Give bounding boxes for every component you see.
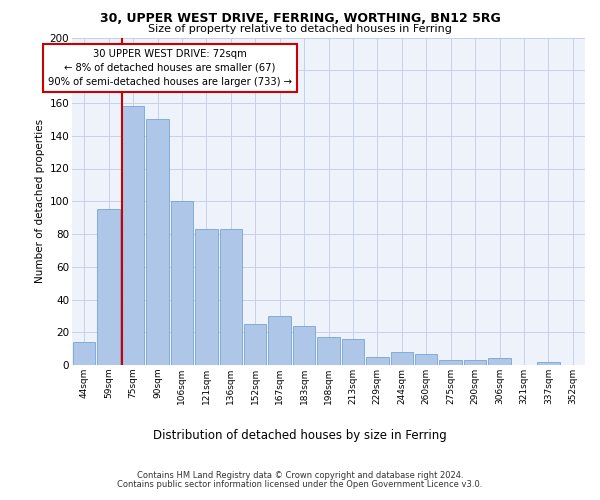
Bar bbox=[170, 201, 193, 365]
Bar bbox=[220, 229, 242, 365]
Bar bbox=[293, 326, 316, 365]
Bar bbox=[439, 360, 462, 365]
Y-axis label: Number of detached properties: Number of detached properties bbox=[35, 119, 46, 284]
Text: Size of property relative to detached houses in Ferring: Size of property relative to detached ho… bbox=[148, 24, 452, 34]
Bar bbox=[73, 342, 95, 365]
Bar bbox=[122, 106, 145, 365]
Bar bbox=[415, 354, 437, 365]
Bar bbox=[195, 229, 218, 365]
Bar bbox=[464, 360, 487, 365]
Bar bbox=[341, 339, 364, 365]
Text: 30 UPPER WEST DRIVE: 72sqm
← 8% of detached houses are smaller (67)
90% of semi-: 30 UPPER WEST DRIVE: 72sqm ← 8% of detac… bbox=[48, 49, 292, 87]
Bar bbox=[537, 362, 560, 365]
Text: Contains HM Land Registry data © Crown copyright and database right 2024.: Contains HM Land Registry data © Crown c… bbox=[137, 471, 463, 480]
Text: Contains public sector information licensed under the Open Government Licence v3: Contains public sector information licen… bbox=[118, 480, 482, 489]
Bar bbox=[488, 358, 511, 365]
Bar bbox=[317, 337, 340, 365]
Bar bbox=[366, 357, 389, 365]
Bar bbox=[268, 316, 291, 365]
Bar bbox=[244, 324, 266, 365]
Bar bbox=[97, 210, 120, 365]
Text: Distribution of detached houses by size in Ferring: Distribution of detached houses by size … bbox=[153, 430, 447, 442]
Bar bbox=[391, 352, 413, 365]
Text: 30, UPPER WEST DRIVE, FERRING, WORTHING, BN12 5RG: 30, UPPER WEST DRIVE, FERRING, WORTHING,… bbox=[100, 12, 500, 26]
Bar bbox=[146, 120, 169, 365]
